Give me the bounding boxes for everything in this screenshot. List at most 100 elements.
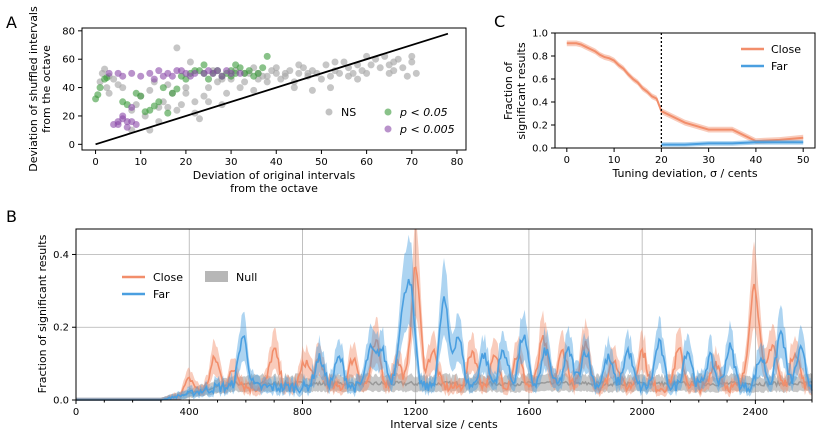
b-ytick-label: 0.4 — [53, 250, 69, 261]
point-p005-28 — [214, 67, 221, 75]
point-ns-33 — [223, 89, 231, 97]
point-p05-13 — [159, 84, 167, 92]
panel-c-x-ticks: 0 10 20 30 40 50 — [564, 148, 810, 166]
point-ns-55 — [322, 61, 330, 69]
panel-c-lines — [566, 40, 804, 147]
point-ns-59 — [340, 58, 348, 66]
legend-p005-label: p < 0.005 — [399, 123, 455, 136]
point-ns-74 — [412, 69, 420, 77]
point-ns-82 — [327, 84, 334, 92]
point-p005-14 — [146, 69, 154, 77]
panel-a-reference-line — [95, 32, 449, 146]
point-ns-48 — [290, 84, 298, 92]
legend-close-label: Close — [771, 43, 801, 56]
c-xtick-label: 20 — [655, 155, 668, 166]
point-p05-8 — [137, 92, 145, 100]
panel-b-x-ticks: 0 400 800 1200 1600 2000 2400 — [73, 400, 813, 418]
b-line-null — [76, 379, 813, 401]
point-ns-90 — [304, 69, 312, 77]
b-xtick-label: 800 — [293, 407, 312, 418]
point-p005-8 — [123, 123, 131, 131]
point-ns-49 — [295, 69, 303, 77]
panel-b-legend: Close Far Null — [122, 271, 257, 301]
c-ytick-label: 1.0 — [532, 29, 548, 40]
legend-p05-label: p < 0.05 — [399, 106, 448, 119]
point-p005-32 — [159, 72, 167, 80]
b-xtick-label: 400 — [180, 407, 199, 418]
a-xtick-label: 0 — [92, 157, 98, 168]
point-ns-47 — [286, 67, 294, 75]
point-ns-91 — [331, 58, 339, 66]
point-p05-14 — [164, 109, 172, 117]
panel-a-ylabel-line2: from the octave — [40, 45, 53, 133]
point-ns-98 — [272, 64, 280, 72]
point-p005-33 — [186, 72, 194, 80]
a-xtick-label: 60 — [360, 157, 373, 168]
point-ns-77 — [164, 103, 172, 111]
panel-c-ylabel: Fraction of — [502, 61, 515, 120]
point-ns-5 — [105, 89, 113, 97]
point-p005-6 — [114, 121, 122, 128]
point-ns-89 — [281, 72, 289, 80]
b-xtick-label: 0 — [73, 407, 79, 418]
panel-a-frame — [81, 27, 467, 151]
point-p005-5 — [132, 121, 140, 128]
panel-a-points — [92, 44, 420, 134]
panel-b-y-ticks: 0.0 0.2 0.4 — [53, 250, 76, 407]
point-ns-39 — [250, 86, 258, 94]
point-ns-25 — [191, 98, 199, 106]
point-ns-81 — [308, 86, 316, 94]
panel-label-b: B — [6, 207, 17, 226]
point-ns-22 — [177, 101, 185, 109]
legend-b-close-label: Close — [153, 271, 183, 284]
point-p005-12 — [128, 69, 136, 77]
b-ytick-label: 0.0 — [53, 396, 69, 407]
point-p05-2 — [96, 84, 104, 92]
a-ytick-label: 40 — [62, 83, 75, 94]
c-ytick-label: 0.6 — [532, 75, 548, 86]
panel-b-lines — [76, 229, 813, 401]
a-xtick-label: 30 — [225, 157, 238, 168]
point-p05-22 — [205, 75, 212, 83]
point-p05-35 — [263, 52, 271, 60]
a-xtick-label: 10 — [134, 157, 147, 168]
c-ytick-label: 0.0 — [532, 144, 548, 155]
panel-a-xlabel-line2: from the octave — [230, 182, 318, 195]
point-p05-12 — [155, 98, 163, 106]
b-band-far — [76, 234, 812, 400]
point-ns-78 — [205, 98, 212, 106]
point-p005-30 — [119, 72, 127, 80]
b-xtick-label: 1600 — [516, 407, 541, 418]
b-line-close — [76, 266, 813, 401]
point-p05-31 — [245, 67, 253, 75]
point-ns-97 — [263, 72, 271, 80]
point-ns-4 — [103, 84, 111, 92]
panel-a: 0 10 20 30 40 50 60 70 80 0 20 40 60 80 Deviation of… — [27, 6, 467, 195]
point-p05-16 — [173, 85, 181, 93]
point-ns-13 — [146, 86, 154, 94]
point-ns-86 — [182, 89, 190, 97]
c-ytick-label: 0.4 — [532, 98, 548, 109]
legend-p005-marker — [384, 125, 392, 133]
panel-a-x-ticks: 0 10 20 30 40 50 60 70 80 — [92, 150, 463, 168]
point-p05-11 — [150, 102, 158, 110]
panel-c: 0 10 20 30 40 50 0.0 0.2 0.4 0.6 0.8 1.0 Tuning de… — [502, 29, 816, 180]
panel-b: 0 400 800 1200 1600 2000 2400 0.0 0.2 0.4 Interv… — [36, 228, 813, 431]
point-ns-65 — [367, 61, 375, 69]
point-ns-36 — [236, 84, 244, 92]
a-xtick-label: 20 — [180, 157, 193, 168]
point-ns-37 — [241, 78, 249, 86]
a-ytick-label: 80 — [62, 26, 75, 37]
point-ns-95 — [408, 52, 416, 60]
point-ns-20 — [173, 44, 181, 52]
point-ns-28 — [200, 92, 208, 100]
point-p05-34 — [259, 64, 267, 72]
c-xtick-label: 10 — [608, 155, 621, 166]
legend-b-null-swatch — [205, 271, 228, 282]
a-xtick-label: 80 — [451, 157, 464, 168]
c-xtick-label: 50 — [797, 155, 810, 166]
point-ns-42 — [263, 78, 271, 86]
point-ns-54 — [317, 75, 325, 83]
a-ytick-label: 0 — [69, 140, 75, 151]
